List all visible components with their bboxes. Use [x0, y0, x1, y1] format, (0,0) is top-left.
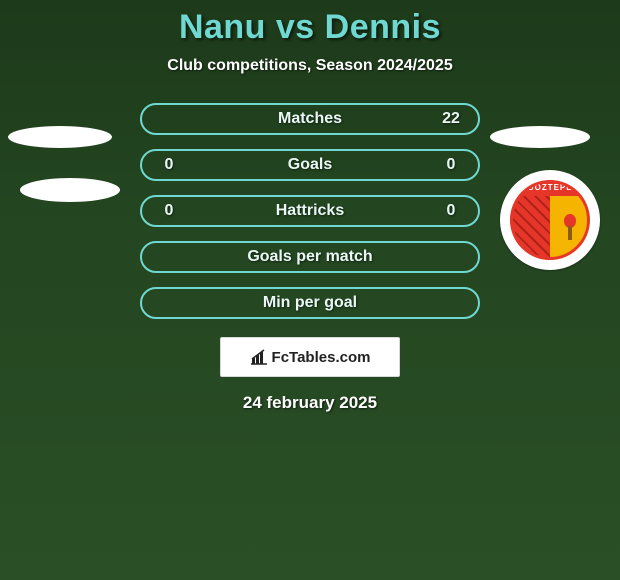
subtitle: Club competitions, Season 2024/2025	[0, 57, 620, 75]
stat-label: Matches	[182, 110, 438, 128]
stat-label: Hattricks	[182, 202, 438, 220]
stat-left-value: 0	[156, 156, 182, 174]
stat-row: 0 Goals 0	[140, 149, 480, 181]
stat-right-value: 22	[438, 110, 464, 128]
stat-label: Min per goal	[182, 294, 438, 312]
stat-label: Goals per match	[182, 248, 438, 266]
brand-text: FcTables.com	[272, 349, 371, 366]
bars-icon	[250, 349, 268, 365]
stat-right-value: 0	[438, 202, 464, 220]
stat-right-value: 0	[438, 156, 464, 174]
date-text: 24 february 2025	[0, 393, 620, 413]
page-title: Nanu vs Dennis	[0, 0, 620, 47]
stat-left-value: 0	[156, 202, 182, 220]
stats-rows: Matches 22 0 Goals 0 0 Hattricks 0 Goals…	[0, 103, 620, 319]
stat-label: Goals	[182, 156, 438, 174]
stat-row: Matches 22	[140, 103, 480, 135]
brand-box[interactable]: FcTables.com	[220, 337, 400, 377]
stat-row: 0 Hattricks 0	[140, 195, 480, 227]
stat-row: Goals per match	[140, 241, 480, 273]
stat-row: Min per goal	[140, 287, 480, 319]
